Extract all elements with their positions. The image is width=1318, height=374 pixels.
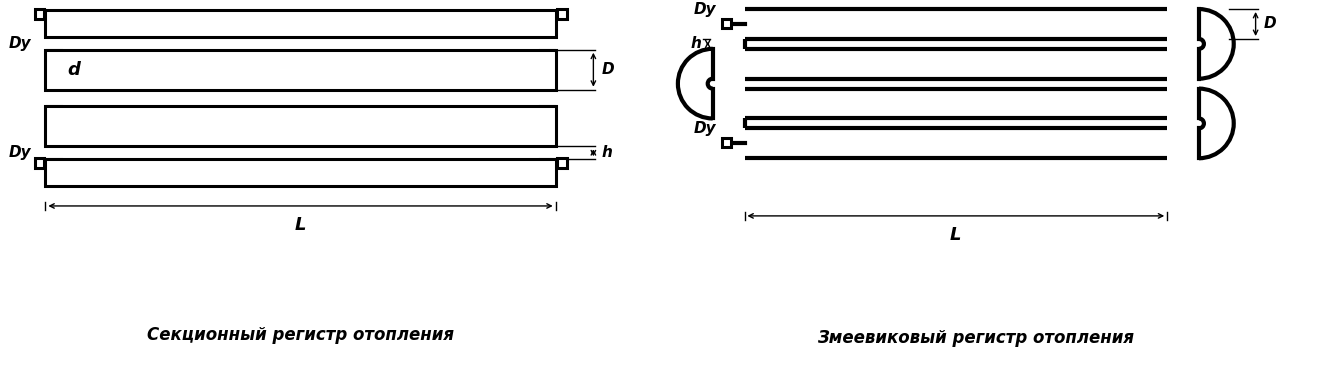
Text: Змеевиковый регистр отопления: Змеевиковый регистр отопления <box>817 329 1135 347</box>
Wedge shape <box>1199 89 1234 158</box>
Text: h: h <box>691 36 701 51</box>
Bar <box>47 105 62 122</box>
Text: Dy: Dy <box>9 36 32 51</box>
Wedge shape <box>1199 9 1234 79</box>
Text: D: D <box>1264 16 1276 31</box>
Bar <box>539 105 554 122</box>
Bar <box>745 49 1168 79</box>
Wedge shape <box>677 49 713 119</box>
Bar <box>46 159 556 186</box>
Bar <box>556 158 567 168</box>
Text: h: h <box>601 145 612 160</box>
Bar <box>722 19 730 28</box>
Text: Dy: Dy <box>695 121 717 136</box>
Text: Секционный регистр отопления: Секционный регистр отопления <box>148 326 453 344</box>
Bar <box>46 105 556 146</box>
Bar <box>46 50 556 90</box>
Text: Dy: Dy <box>695 1 717 16</box>
Bar <box>745 9 1168 39</box>
Text: L: L <box>950 226 962 244</box>
Bar <box>34 158 45 168</box>
Bar <box>745 128 1168 158</box>
Text: Dy: Dy <box>9 145 32 160</box>
Bar <box>539 50 554 63</box>
Text: L: L <box>295 216 306 234</box>
Bar <box>743 119 746 128</box>
Bar <box>47 159 62 172</box>
Bar <box>34 9 45 19</box>
Text: D: D <box>601 62 614 77</box>
Bar <box>539 159 554 172</box>
Bar <box>47 50 62 63</box>
Bar <box>722 138 730 147</box>
Text: d: d <box>67 61 80 79</box>
Bar <box>46 10 556 37</box>
Bar <box>743 39 746 49</box>
Bar <box>745 89 1168 119</box>
Bar <box>556 9 567 19</box>
